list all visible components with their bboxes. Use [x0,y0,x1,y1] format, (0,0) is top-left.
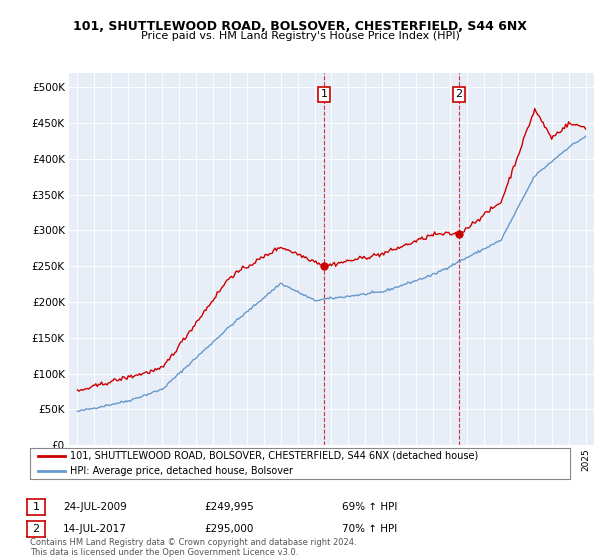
Text: 2: 2 [455,89,463,99]
Text: 70% ↑ HPI: 70% ↑ HPI [342,524,397,534]
Text: 1: 1 [32,502,40,512]
Text: 101, SHUTTLEWOOD ROAD, BOLSOVER, CHESTERFIELD, S44 6NX: 101, SHUTTLEWOOD ROAD, BOLSOVER, CHESTER… [73,20,527,32]
Text: £249,995: £249,995 [204,502,254,512]
Text: £295,000: £295,000 [204,524,253,534]
Text: 1: 1 [320,89,328,99]
Text: 24-JUL-2009: 24-JUL-2009 [63,502,127,512]
Text: 101, SHUTTLEWOOD ROAD, BOLSOVER, CHESTERFIELD, S44 6NX (detached house): 101, SHUTTLEWOOD ROAD, BOLSOVER, CHESTER… [71,451,479,461]
Text: 14-JUL-2017: 14-JUL-2017 [63,524,127,534]
Text: HPI: Average price, detached house, Bolsover: HPI: Average price, detached house, Bols… [71,466,293,476]
Text: 2: 2 [32,524,40,534]
Text: Contains HM Land Registry data © Crown copyright and database right 2024.
This d: Contains HM Land Registry data © Crown c… [30,538,356,557]
Text: Price paid vs. HM Land Registry's House Price Index (HPI): Price paid vs. HM Land Registry's House … [140,31,460,41]
Text: 69% ↑ HPI: 69% ↑ HPI [342,502,397,512]
